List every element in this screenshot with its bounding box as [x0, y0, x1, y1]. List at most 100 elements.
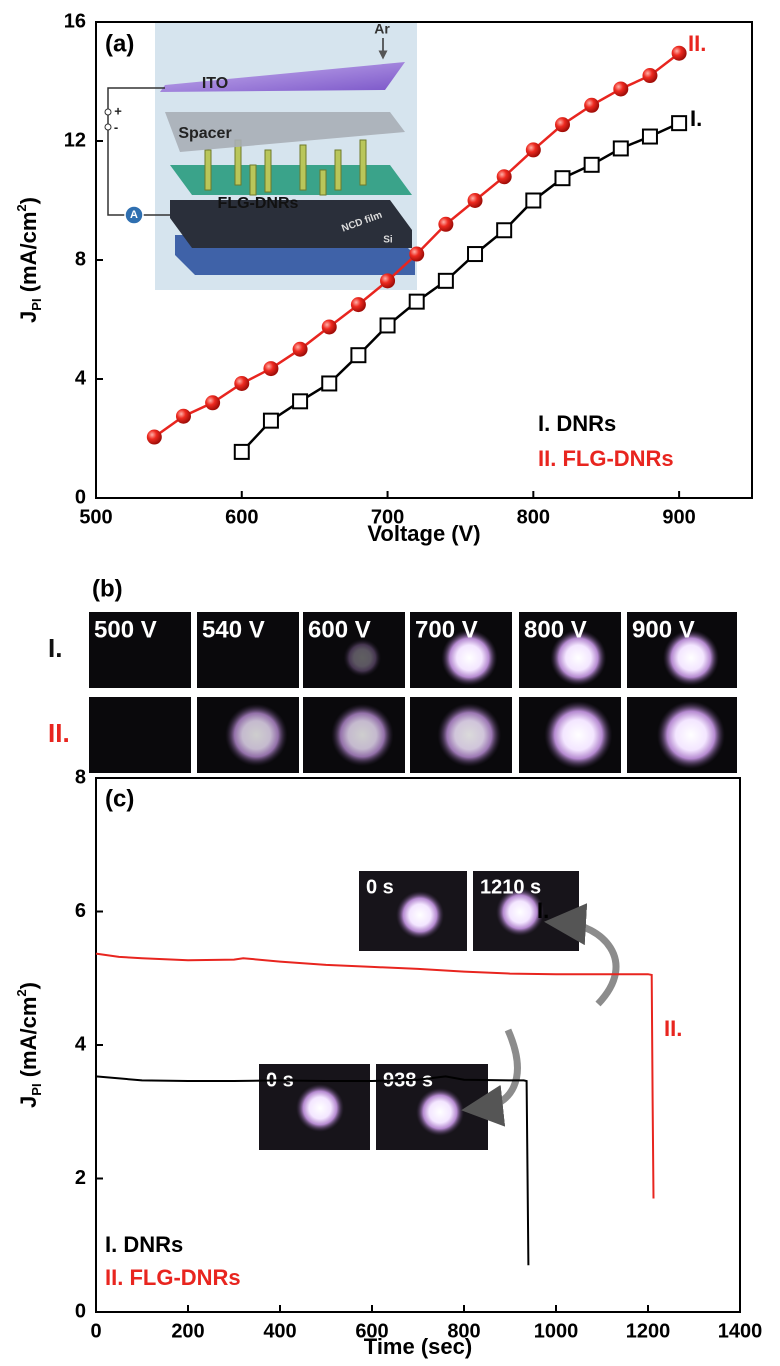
- inset-label: Si: [383, 235, 393, 246]
- y-axis-label-part: J: [16, 1096, 41, 1108]
- y-tick-label: 0: [75, 1300, 86, 1322]
- series-end-label: II.: [664, 1016, 682, 1041]
- plot-frame: [95, 777, 741, 1313]
- data-point: [379, 317, 396, 334]
- plasma-glow: [416, 1088, 464, 1136]
- x-tick-label: 200: [171, 1320, 204, 1342]
- legend-entry: I. DNRs: [105, 1232, 183, 1257]
- x-tick-label: 800: [517, 506, 550, 528]
- y-axis-label-part: 2: [14, 989, 29, 996]
- y-tick-label: 8: [75, 766, 86, 788]
- series-end-label: II.: [688, 31, 706, 56]
- row-label: II.: [48, 718, 70, 748]
- data-point: [525, 192, 542, 209]
- data-point: [175, 408, 191, 424]
- photo-cell: [87, 695, 193, 775]
- arrow: [461, 1028, 521, 1127]
- data-point: [671, 45, 687, 61]
- row-label: I.: [48, 633, 62, 663]
- data-point: [146, 429, 162, 445]
- series-line: [95, 952, 655, 1199]
- legend-entry: II. FLG-DNRs: [538, 446, 674, 471]
- legend-entry: II. FLG-DNRs: [105, 1265, 241, 1290]
- data-point: [321, 319, 337, 335]
- panel-label: (a): [105, 30, 134, 57]
- data-point: [263, 361, 279, 377]
- data-point: [467, 246, 484, 263]
- data-point: [612, 140, 629, 157]
- x-axis-label: Time (sec): [364, 1334, 472, 1359]
- data-point: [409, 246, 425, 262]
- inset-schematic: [104, 22, 417, 290]
- data-point: [641, 128, 658, 145]
- inset-label: -: [114, 119, 118, 134]
- panel-label: (c): [105, 785, 134, 812]
- x-tick-label: 1000: [534, 1320, 579, 1342]
- x-tick-label: 700: [371, 506, 404, 528]
- y-axis-label-part: PI: [29, 1083, 44, 1095]
- x-tick-label: 600: [355, 1320, 388, 1342]
- photo-cell: [87, 610, 193, 690]
- data-point: [408, 293, 425, 310]
- voltage-label: 700 V: [415, 616, 478, 643]
- y-tick-label: 2: [75, 1167, 86, 1189]
- photo-cell: [195, 610, 301, 690]
- inset-label: +: [114, 103, 122, 118]
- plasma-glow: [544, 701, 613, 769]
- legend-entry: I. DNRs: [538, 411, 616, 436]
- data-point: [437, 272, 454, 289]
- inset-label: FLG-DNRs: [218, 195, 299, 212]
- voltage-label: 900 V: [632, 616, 695, 643]
- inset-label: Ar: [374, 21, 390, 37]
- y-tick-label: 4: [75, 1033, 87, 1055]
- y-tick-label: 4: [75, 367, 87, 389]
- plasma-glow: [225, 703, 288, 767]
- y-tick-label: 12: [64, 129, 86, 151]
- plasma-glow: [396, 891, 444, 939]
- x-tick-label: 800: [447, 1320, 480, 1342]
- inset-label: Spacer: [178, 125, 231, 142]
- data-point: [671, 115, 688, 132]
- series-line: [95, 1075, 530, 1266]
- plasma-glow: [296, 1084, 344, 1132]
- data-point: [584, 97, 600, 113]
- data-point: [234, 375, 250, 391]
- voltage-label: 600 V: [308, 616, 371, 643]
- voltage-label: 540 V: [202, 616, 265, 643]
- series-end-label: I.: [537, 898, 549, 923]
- plasma-glow: [441, 629, 498, 686]
- voltage-label: 800 V: [524, 616, 587, 643]
- data-point: [292, 341, 308, 357]
- y-axis-label-part: ): [16, 982, 41, 989]
- plasma-glow: [662, 629, 719, 686]
- data-point: [380, 273, 396, 289]
- x-tick-label: 400: [263, 1320, 296, 1342]
- x-tick-label: 1200: [626, 1320, 671, 1342]
- voltage-label: 500 V: [94, 616, 157, 643]
- series-line: [240, 122, 680, 453]
- y-axis-label-part: PI: [29, 298, 44, 310]
- plasma-glow: [496, 888, 544, 936]
- inset-label: A: [130, 209, 138, 221]
- data-point: [642, 68, 658, 84]
- y-axis-label: JPI (mA/cm2): [14, 982, 44, 1108]
- y-tick-label: 0: [75, 486, 86, 508]
- plasma-glow: [331, 703, 394, 767]
- series-end-label: I.: [690, 106, 702, 131]
- y-axis-label-part: J: [16, 311, 41, 323]
- y-axis-label-part: 2: [14, 204, 29, 211]
- photo-label: 1210 s: [480, 876, 541, 898]
- data-point: [321, 375, 338, 392]
- data-point: [496, 222, 513, 239]
- panel-label: (b): [92, 575, 123, 602]
- y-tick-label: 16: [64, 10, 86, 32]
- x-tick-label: 500: [79, 506, 112, 528]
- data-point: [292, 393, 309, 410]
- y-axis-label-part: (mA/cm: [16, 212, 41, 299]
- data-point: [554, 117, 570, 133]
- plasma-glow: [343, 638, 382, 677]
- data-point: [262, 412, 279, 429]
- y-axis-label-part: (mA/cm: [16, 997, 41, 1084]
- x-tick-label: 600: [225, 506, 258, 528]
- photo-label: 0 s: [366, 876, 394, 898]
